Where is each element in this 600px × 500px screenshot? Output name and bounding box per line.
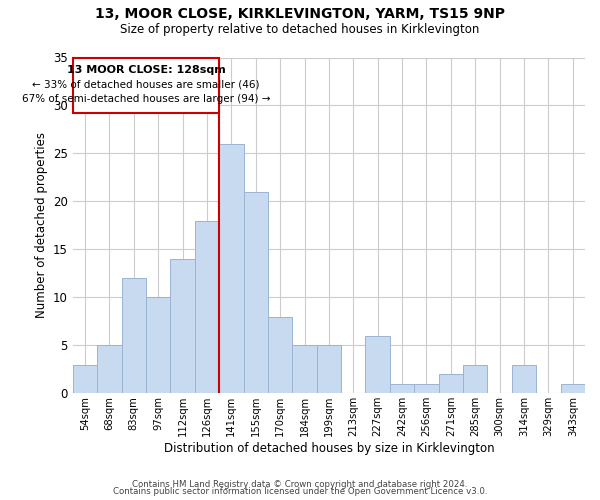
Bar	[146, 298, 170, 394]
X-axis label: Distribution of detached houses by size in Kirklevington: Distribution of detached houses by size …	[164, 442, 494, 455]
Bar	[317, 346, 341, 394]
Text: Size of property relative to detached houses in Kirklevington: Size of property relative to detached ho…	[121, 22, 479, 36]
Bar	[292, 346, 317, 394]
Text: 67% of semi-detached houses are larger (94) →: 67% of semi-detached houses are larger (…	[22, 94, 270, 104]
Text: ← 33% of detached houses are smaller (46): ← 33% of detached houses are smaller (46…	[32, 80, 260, 90]
Bar	[390, 384, 414, 394]
Bar	[97, 346, 122, 394]
Bar	[268, 316, 292, 394]
Bar	[365, 336, 390, 394]
Bar	[463, 364, 487, 394]
Text: Contains public sector information licensed under the Open Government Licence v3: Contains public sector information licen…	[113, 487, 487, 496]
Bar	[560, 384, 585, 394]
Bar	[122, 278, 146, 394]
Bar	[244, 192, 268, 394]
Y-axis label: Number of detached properties: Number of detached properties	[35, 132, 47, 318]
Bar	[439, 374, 463, 394]
Text: 13, MOOR CLOSE, KIRKLEVINGTON, YARM, TS15 9NP: 13, MOOR CLOSE, KIRKLEVINGTON, YARM, TS1…	[95, 8, 505, 22]
Bar	[195, 220, 219, 394]
FancyBboxPatch shape	[73, 58, 219, 113]
Bar	[170, 259, 195, 394]
Bar	[219, 144, 244, 394]
Bar	[73, 364, 97, 394]
Bar	[512, 364, 536, 394]
Bar	[414, 384, 439, 394]
Text: 13 MOOR CLOSE: 128sqm: 13 MOOR CLOSE: 128sqm	[67, 65, 226, 75]
Text: Contains HM Land Registry data © Crown copyright and database right 2024.: Contains HM Land Registry data © Crown c…	[132, 480, 468, 489]
